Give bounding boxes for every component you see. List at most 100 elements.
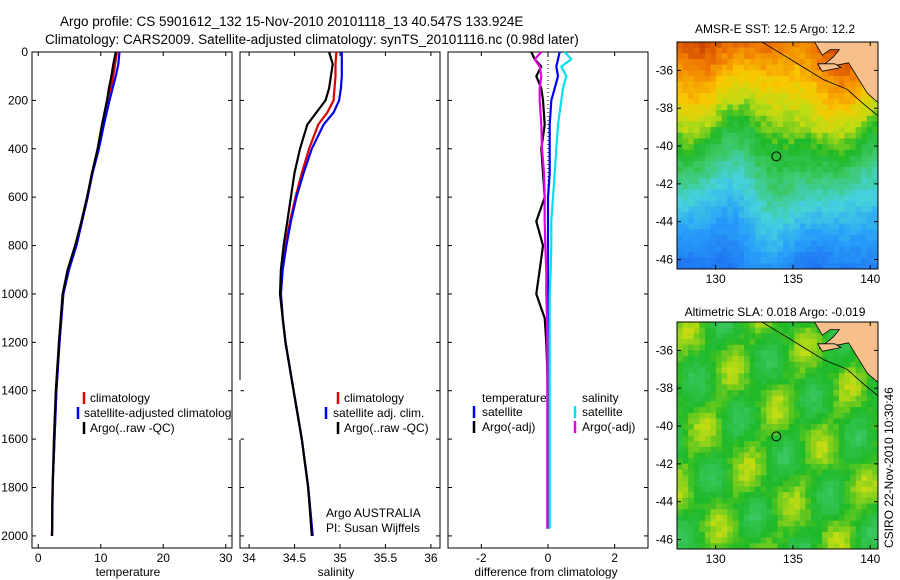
map-cell	[760, 322, 767, 329]
map-cell	[777, 178, 784, 185]
map-cell	[727, 514, 734, 522]
map-cell	[755, 429, 762, 437]
map-cell	[760, 47, 767, 54]
map-cell	[805, 418, 812, 425]
map-cell	[682, 178, 689, 185]
map-cell	[866, 240, 874, 247]
map-cell	[688, 251, 695, 259]
map-cell	[682, 390, 689, 397]
map-cell	[766, 356, 773, 363]
map-cell	[783, 127, 790, 134]
map-cell	[710, 155, 717, 162]
map-cell	[760, 543, 767, 549]
map-cell	[822, 257, 829, 264]
map-cell	[682, 115, 689, 123]
map-cell	[688, 189, 695, 196]
map-cell	[755, 240, 762, 247]
map-cell	[699, 212, 706, 219]
map-cell	[766, 251, 773, 259]
map-cell	[727, 149, 734, 157]
map-cell	[827, 200, 834, 208]
map-cell	[788, 401, 795, 408]
map-cell	[693, 70, 700, 77]
map-cell	[771, 424, 779, 431]
map-cell	[710, 70, 717, 77]
map-cell	[822, 531, 829, 539]
map-cell	[811, 509, 818, 516]
map-cell	[677, 178, 684, 185]
map-cell	[771, 322, 779, 329]
map-cell	[788, 486, 795, 493]
map-cell	[704, 217, 712, 225]
map-cell	[755, 373, 762, 380]
map-cell	[866, 98, 874, 106]
map-cell	[838, 401, 846, 408]
map-cell	[721, 47, 728, 54]
map-cell	[716, 322, 723, 329]
map-cell	[850, 144, 857, 151]
map-cell	[788, 424, 795, 431]
map-cell	[799, 87, 807, 94]
map-cell	[861, 240, 868, 247]
map-cell	[704, 412, 712, 420]
map-cell	[732, 367, 740, 374]
map-cell	[760, 339, 767, 346]
map-cell	[766, 115, 773, 123]
map-cell	[704, 373, 712, 380]
map-cell	[693, 520, 700, 527]
map-cell	[771, 223, 779, 230]
map-cell	[721, 149, 728, 157]
map-cell	[744, 64, 751, 71]
map-cell	[794, 327, 801, 334]
map-cell	[805, 223, 812, 230]
map-cell	[844, 395, 851, 403]
map-cell	[744, 424, 751, 431]
sla-map	[677, 322, 878, 549]
map-cell	[811, 104, 818, 111]
map-cell	[738, 356, 745, 363]
map-cell	[816, 115, 823, 123]
map-cell	[727, 395, 734, 403]
map-cell	[755, 486, 762, 493]
map-cell	[833, 401, 840, 408]
map-cell	[783, 441, 790, 448]
map-cell	[827, 401, 834, 408]
map-cell	[693, 195, 700, 202]
map-cell	[794, 395, 801, 403]
map-cell	[799, 339, 807, 346]
map-cell	[822, 537, 829, 544]
map-cell	[716, 390, 723, 397]
map-cell	[816, 195, 823, 202]
map-cell	[783, 514, 790, 522]
map-cell	[844, 492, 851, 499]
map-cell	[850, 486, 857, 493]
map-cell	[838, 144, 846, 151]
map-cell	[732, 64, 740, 71]
map-cell	[777, 543, 784, 549]
map-cell	[866, 104, 874, 111]
map-cell	[861, 452, 868, 459]
map-cell	[827, 441, 834, 448]
map-cell	[716, 412, 723, 420]
map-cell	[744, 435, 751, 442]
map-cell	[816, 469, 823, 476]
map-cell	[682, 189, 689, 196]
map-cell	[749, 486, 756, 493]
map-cell	[721, 206, 728, 213]
map-cell	[788, 246, 795, 253]
map-cell	[844, 424, 851, 431]
map-cell	[850, 110, 857, 117]
map-cell	[822, 350, 829, 357]
map-cell	[688, 178, 695, 185]
map-cell	[855, 81, 862, 88]
map-cell	[794, 212, 801, 219]
map-cell	[766, 42, 773, 49]
map-cell	[716, 81, 723, 88]
map-cell	[805, 161, 812, 168]
map-cell	[783, 322, 790, 329]
map-cell	[771, 373, 779, 380]
map-cell	[771, 407, 779, 414]
map-cell	[855, 424, 862, 431]
map-cell	[788, 384, 795, 391]
map-cell	[677, 217, 684, 225]
